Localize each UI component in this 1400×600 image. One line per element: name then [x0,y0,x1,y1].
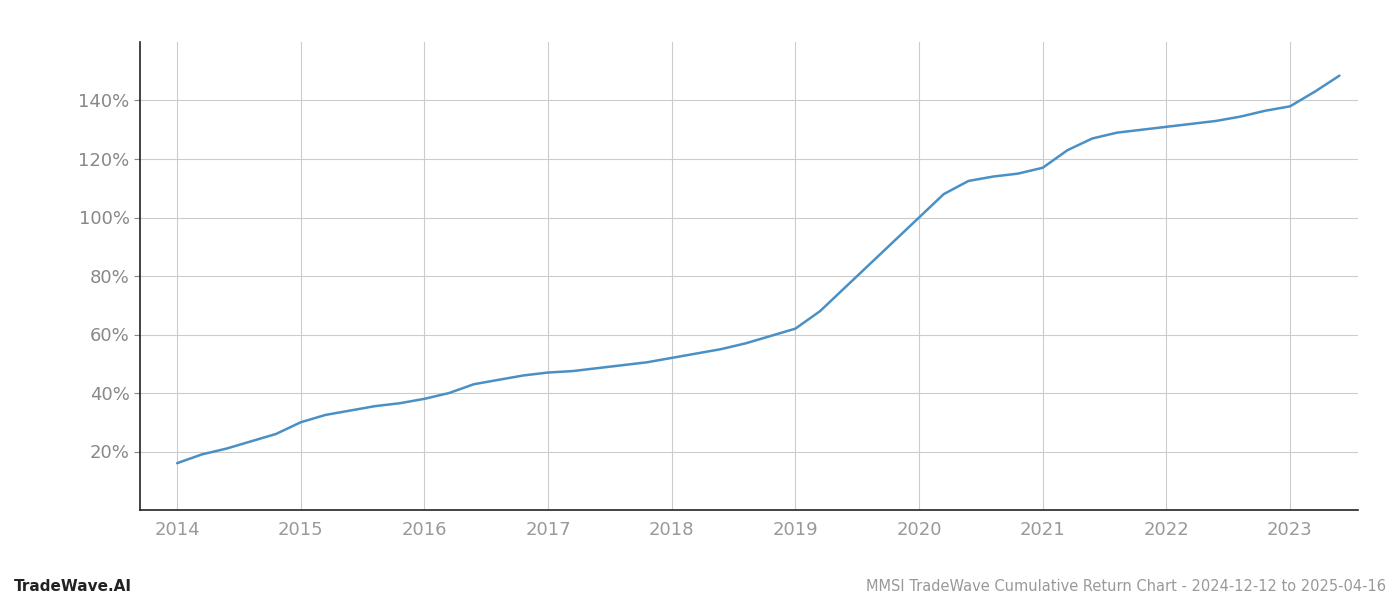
Text: MMSI TradeWave Cumulative Return Chart - 2024-12-12 to 2025-04-16: MMSI TradeWave Cumulative Return Chart -… [867,579,1386,594]
Text: TradeWave.AI: TradeWave.AI [14,579,132,594]
